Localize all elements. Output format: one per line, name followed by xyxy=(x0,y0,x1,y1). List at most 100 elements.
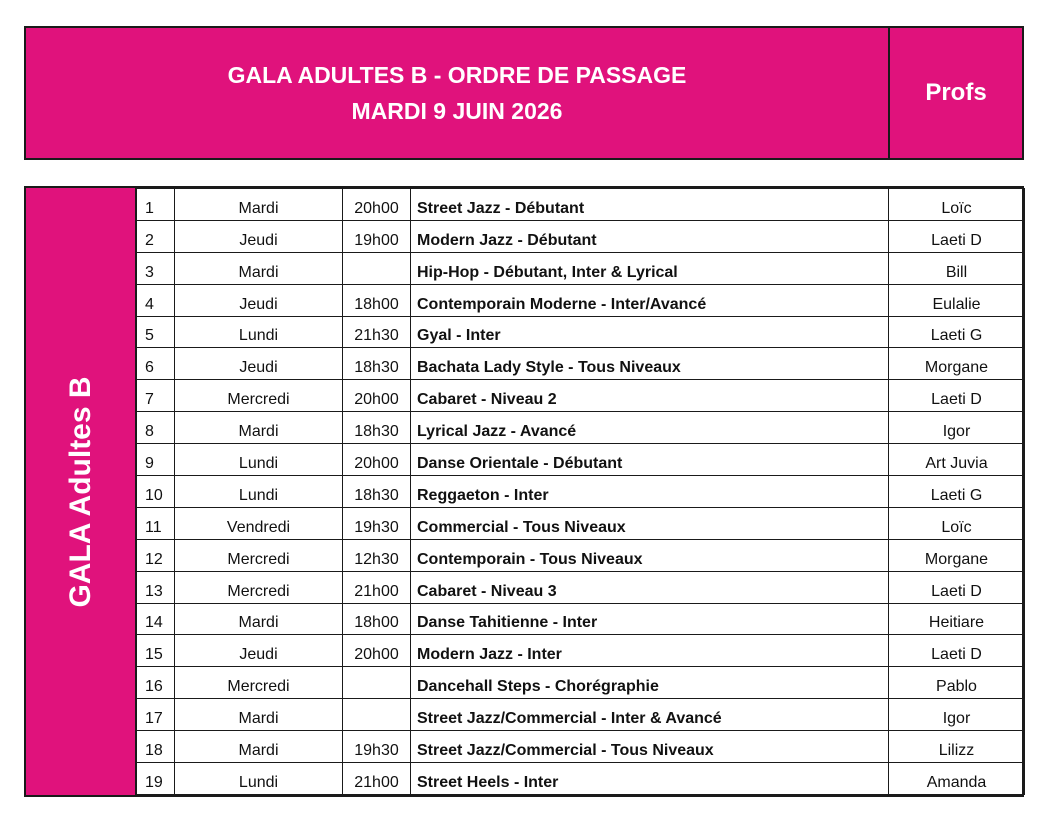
table-row: 9 Lundi 20h00 Danse Orientale - Débutant Art… xyxy=(136,443,1025,477)
row-course: Reggaeton - Inter xyxy=(410,475,889,508)
row-prof: Morgane xyxy=(888,538,1025,572)
row-number: 4 xyxy=(136,283,175,317)
row-day: Mardi xyxy=(174,730,343,764)
row-time xyxy=(342,666,411,700)
row-day: Mardi xyxy=(174,251,343,285)
row-number: 8 xyxy=(136,411,175,445)
row-prof: Loïc xyxy=(888,188,1025,221)
row-number: 7 xyxy=(136,379,175,413)
row-course: Hip-Hop - Débutant, Inter & Lyrical xyxy=(410,251,889,285)
row-day: Mercredi xyxy=(174,379,343,413)
row-course: Lyrical Jazz - Avancé xyxy=(410,411,889,445)
row-time: 20h00 xyxy=(342,443,411,477)
row-course: Street Jazz - Débutant xyxy=(410,188,889,221)
row-prof: Morgane xyxy=(888,347,1025,381)
page-subtitle-date: MARDI 9 JUIN 2026 xyxy=(351,98,563,124)
row-number: 1 xyxy=(136,188,175,221)
row-day: Mercredi xyxy=(174,570,343,604)
row-time: 18h00 xyxy=(342,602,411,636)
row-day: Lundi xyxy=(174,475,343,508)
row-day: Jeudi xyxy=(174,219,343,253)
row-course: Street Jazz/Commercial - Inter & Avancé xyxy=(410,698,889,732)
row-course: Gyal - Inter xyxy=(410,315,889,349)
table-row: 1 Mardi 20h00 Street Jazz - Débutant Loïc xyxy=(136,188,1025,221)
row-day: Mardi xyxy=(174,698,343,732)
row-day: Mercredi xyxy=(174,666,343,700)
row-number: 6 xyxy=(136,347,175,381)
row-day: Mardi xyxy=(174,602,343,636)
side-label-text: GALA Adultes B xyxy=(63,375,97,608)
table-row: 17 Mardi Street Jazz/Commercial - Inter & … xyxy=(136,698,1025,732)
row-day: Mercredi xyxy=(174,538,343,572)
row-prof: Igor xyxy=(888,411,1025,445)
row-time: 20h00 xyxy=(342,379,411,413)
row-day: Mardi xyxy=(174,188,343,221)
row-day: Lundi xyxy=(174,762,343,795)
table-row: 7 Mercredi 20h00 Cabaret - Niveau 2 Laeti D xyxy=(136,379,1025,413)
table-row: 10 Lundi 18h30 Reggaeton - Inter Laeti G xyxy=(136,475,1025,508)
row-course: Cabaret - Niveau 2 xyxy=(410,379,889,413)
table-row: 5 Lundi 21h30 Gyal - Inter Laeti G xyxy=(136,315,1025,349)
row-time: 18h30 xyxy=(342,411,411,445)
row-prof: Heitiare xyxy=(888,602,1025,636)
row-time: 18h30 xyxy=(342,347,411,381)
table-row: 4 Jeudi 18h00 Contemporain Moderne - Inter/… xyxy=(136,283,1025,317)
profs-header: Profs xyxy=(890,28,1022,158)
row-day: Jeudi xyxy=(174,347,343,381)
page-title: GALA ADULTES B - ORDRE DE PASSAGE xyxy=(227,62,687,88)
row-time: 18h30 xyxy=(342,475,411,508)
row-number: 2 xyxy=(136,219,175,253)
row-number: 13 xyxy=(136,570,175,604)
table-row: 19 Lundi 21h00 Street Heels - Inter Amanda xyxy=(136,762,1025,795)
table-row: 15 Jeudi 20h00 Modern Jazz - Inter Laeti D xyxy=(136,634,1025,668)
row-prof: Lilizz xyxy=(888,730,1025,764)
row-prof: Laeti G xyxy=(888,475,1025,508)
row-time: 20h00 xyxy=(342,188,411,221)
row-day: Jeudi xyxy=(174,634,343,668)
row-time: 20h00 xyxy=(342,634,411,668)
row-prof: Loïc xyxy=(888,506,1025,540)
row-number: 10 xyxy=(136,475,175,508)
row-prof: Pablo xyxy=(888,666,1025,700)
row-course: Danse Tahitienne - Inter xyxy=(410,602,889,636)
row-day: Lundi xyxy=(174,443,343,477)
table-row: 13 Mercredi 21h00 Cabaret - Niveau 3 Laeti D xyxy=(136,570,1025,604)
row-course: Bachata Lady Style - Tous Niveaux xyxy=(410,347,889,381)
row-time: 12h30 xyxy=(342,538,411,572)
row-number: 15 xyxy=(136,634,175,668)
side-label-cell: GALA Adultes B xyxy=(26,188,136,795)
schedule-block: GALA Adultes B 1 Mardi 20h00 Street Jazz - … xyxy=(24,186,1025,797)
row-course: Modern Jazz - Inter xyxy=(410,634,889,668)
row-time xyxy=(342,698,411,732)
row-time: 21h00 xyxy=(342,762,411,795)
row-day: Lundi xyxy=(174,315,343,349)
row-number: 17 xyxy=(136,698,175,732)
row-prof: Laeti D xyxy=(888,634,1025,668)
row-prof: Laeti D xyxy=(888,379,1025,413)
table-row: 11 Vendredi 19h30 Commercial - Tous Niveaux… xyxy=(136,506,1025,540)
row-time: 21h00 xyxy=(342,570,411,604)
row-prof: Eulalie xyxy=(888,283,1025,317)
table-row: 12 Mercredi 12h30 Contemporain - Tous Nivea… xyxy=(136,538,1025,572)
row-number: 9 xyxy=(136,443,175,477)
row-number: 18 xyxy=(136,730,175,764)
row-course: Street Heels - Inter xyxy=(410,762,889,795)
row-prof: Amanda xyxy=(888,762,1025,795)
row-prof: Art Juvia xyxy=(888,443,1025,477)
table-row: 18 Mardi 19h30 Street Jazz/Commercial - Tou… xyxy=(136,730,1025,764)
table-row: 16 Mercredi Dancehall Steps - Chorégraphie… xyxy=(136,666,1025,700)
row-course: Contemporain - Tous Niveaux xyxy=(410,538,889,572)
table-row: 3 Mardi Hip-Hop - Débutant, Inter & Lyrica… xyxy=(136,251,1025,285)
header-title-cell: GALA ADULTES B - ORDRE DE PASSAGE MARDI … xyxy=(26,28,890,158)
row-day: Jeudi xyxy=(174,283,343,317)
row-time: 19h30 xyxy=(342,730,411,764)
row-prof: Laeti G xyxy=(888,315,1025,349)
row-time xyxy=(342,251,411,285)
row-number: 11 xyxy=(136,506,175,540)
table-row: 8 Mardi 18h30 Lyrical Jazz - Avancé Igor xyxy=(136,411,1025,445)
row-course: Dancehall Steps - Chorégraphie xyxy=(410,666,889,700)
row-course: Street Jazz/Commercial - Tous Niveaux xyxy=(410,730,889,764)
table-row: 6 Jeudi 18h30 Bachata Lady Style - Tous Niv… xyxy=(136,347,1025,381)
row-prof: Laeti D xyxy=(888,219,1025,253)
row-prof: Igor xyxy=(888,698,1025,732)
